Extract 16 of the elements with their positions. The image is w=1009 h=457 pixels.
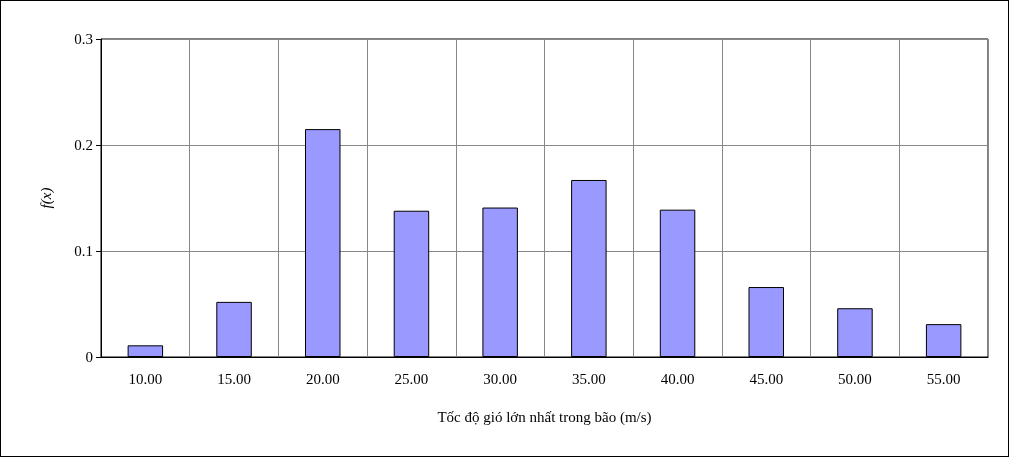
y-tick-label: 0.3 xyxy=(74,31,93,47)
x-tick-label: 15.00 xyxy=(217,370,251,387)
x-tick-label: 25.00 xyxy=(394,370,429,387)
x-tick-label: 45.00 xyxy=(749,370,784,387)
x-tick-label: 55.00 xyxy=(926,370,961,387)
x-axis-title: Tốc độ gió lớn nhất trong bão (m/s) xyxy=(437,408,652,426)
y-tick-label: 0 xyxy=(85,349,93,365)
y-tick-label: 0.2 xyxy=(74,137,93,153)
x-tick-label: 30.00 xyxy=(483,370,518,387)
x-tick-label: 35.00 xyxy=(571,370,606,387)
x-tick-label: 40.00 xyxy=(660,370,695,387)
y-tick-label: 0.1 xyxy=(74,243,93,259)
x-tick-label: 20.00 xyxy=(305,370,340,387)
x-tick-label: 50.00 xyxy=(838,370,872,387)
x-tick-label: 10.00 xyxy=(128,370,163,387)
y-axis-title: f(x) xyxy=(37,187,55,209)
